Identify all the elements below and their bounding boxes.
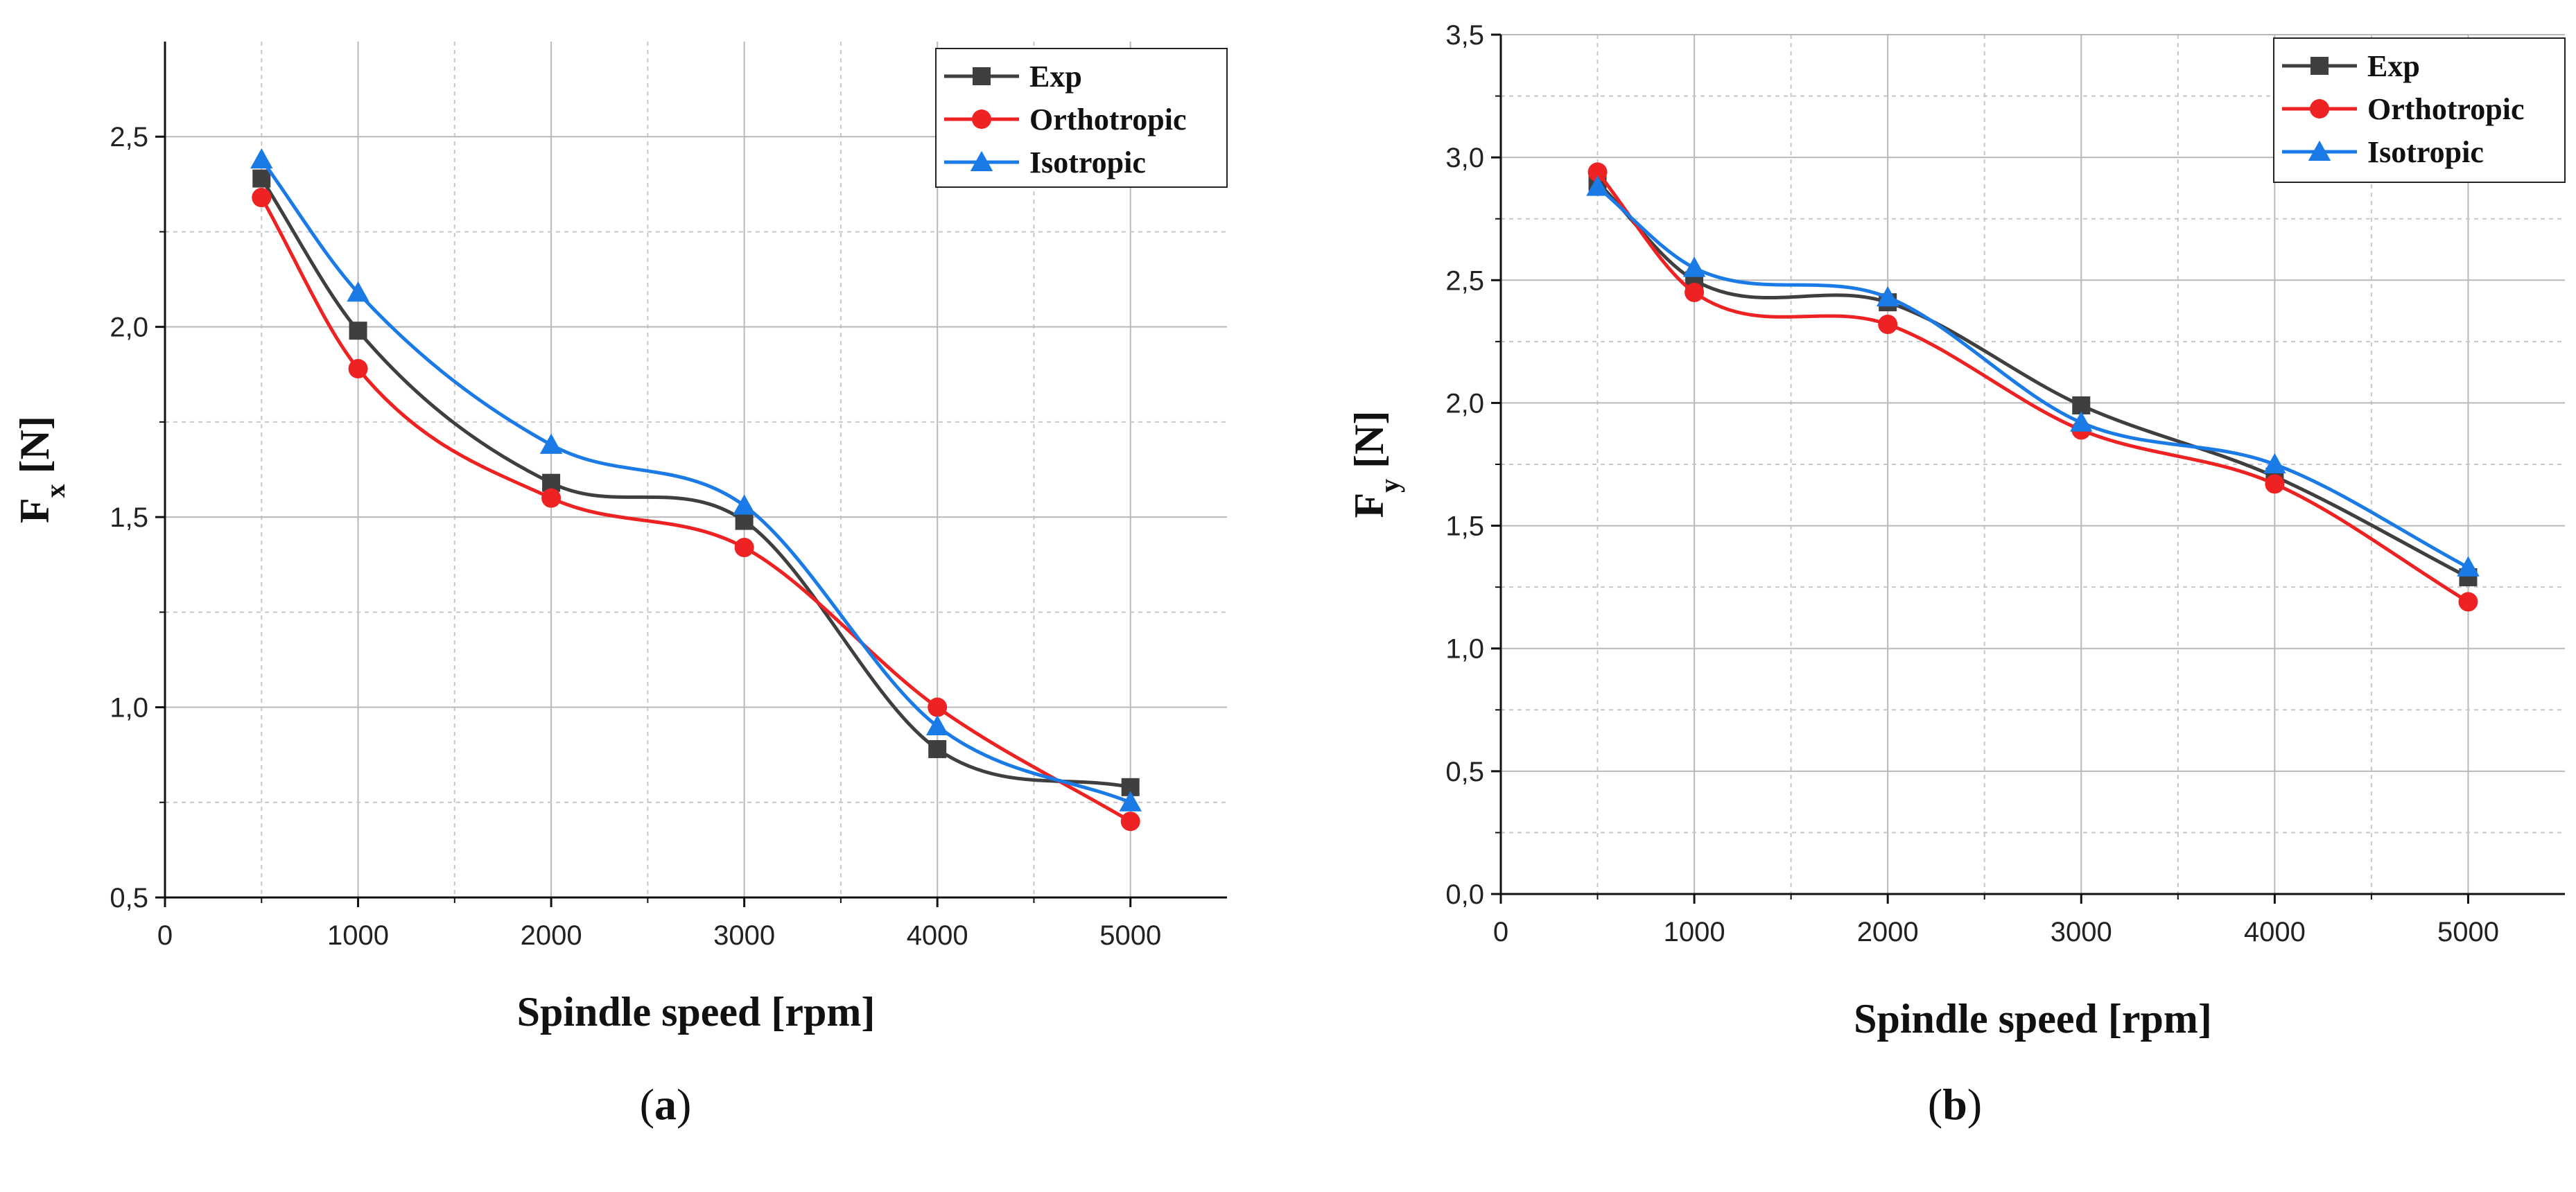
x-tick-label: 0: [1493, 917, 1508, 947]
data-point-exp: [928, 739, 947, 758]
data-point-isotropic: [539, 433, 563, 454]
legend: Exp Orthotropic Isotropic: [2273, 37, 2566, 183]
x-tick-label: 1000: [1664, 917, 1725, 947]
x-tick-label: 1000: [327, 920, 389, 951]
y-tick-label: 2,5: [1445, 265, 1484, 296]
x-tick-label: 4000: [907, 920, 968, 951]
data-point-isotropic: [1876, 286, 1899, 307]
data-point-orthotropic: [2458, 592, 2478, 612]
y-tick-label: 0,0: [1445, 879, 1484, 910]
data-point-isotropic: [733, 494, 756, 515]
data-point-orthotropic: [928, 697, 948, 717]
x-tick-label: 5000: [2437, 917, 2499, 947]
legend-label-exp: Exp: [1029, 60, 1082, 94]
data-point-isotropic: [2457, 556, 2480, 577]
data-point-orthotropic: [1685, 283, 1705, 302]
y-tick-label: 1,0: [110, 693, 148, 724]
legend-marker-orthotropic: [972, 109, 991, 129]
data-point-orthotropic: [1587, 162, 1608, 182]
y-tick-label: 0,5: [1445, 757, 1484, 787]
legend: Exp Orthotropic Isotropic: [935, 48, 1228, 188]
series-line-isotropic: [260, 158, 1131, 805]
y-tick-label: 1,5: [1445, 511, 1484, 542]
data-point-orthotropic: [1120, 812, 1140, 832]
x-tick-label: 5000: [1099, 920, 1161, 951]
data-point-exp: [349, 322, 367, 340]
data-point-isotropic: [347, 281, 369, 302]
data-point-orthotropic: [541, 488, 562, 508]
legend-label-exp: Exp: [2367, 49, 2420, 83]
data-point-orthotropic: [348, 359, 368, 379]
data-point-isotropic: [925, 715, 949, 735]
data-point-isotropic: [2263, 453, 2286, 473]
data-point-orthotropic: [1878, 315, 1898, 335]
x-axis-title: Spindle speed [rpm]: [517, 989, 876, 1035]
legend-marker-orthotropic: [2310, 99, 2329, 119]
legend-label-orthotropic: Orthotropic: [1029, 103, 1187, 137]
legend-label-isotropic: Isotropic: [1029, 146, 1146, 179]
y-tick-label: 2,0: [1445, 388, 1484, 419]
legend-label-orthotropic: Orthotropic: [2367, 92, 2525, 126]
chart-panel-b: 0 1000 2000 3000 4000 5000 0,0 0,5 1,0 1,5 2,0 2,5 3…: [1346, 20, 2566, 1129]
data-point-isotropic: [1682, 256, 1706, 277]
x-tick-label: 3000: [2051, 917, 2112, 947]
data-point-isotropic: [1119, 791, 1142, 812]
data-point-orthotropic: [252, 188, 272, 208]
y-tick-label: 3,5: [1445, 20, 1484, 51]
y-tick-label: 1,0: [1445, 634, 1484, 665]
legend-label-isotropic: Isotropic: [2367, 135, 2484, 169]
data-point-orthotropic: [734, 538, 754, 558]
y-tick-label: 0,5: [110, 883, 148, 913]
y-axis-title: Fx [N]: [12, 416, 71, 523]
y-tick-label: 2,5: [110, 122, 148, 152]
series-line-orthotropic: [260, 196, 1131, 823]
data-point-isotropic: [250, 148, 273, 169]
y-axis-title: Fy [N]: [1346, 411, 1405, 518]
x-tick-label: 4000: [2244, 917, 2306, 947]
x-tick-label: 2000: [1857, 917, 1919, 947]
data-point-exp: [252, 169, 271, 188]
legend-marker-isotropic: [2308, 140, 2331, 161]
x-tick-label: 3000: [713, 920, 775, 951]
chart-panel-a: 0 1000 2000 3000 4000 5000 0,5 1,0 1,5 2,0 2,5 Exp O…: [12, 42, 1228, 1129]
series-line-orthotropic: [1596, 170, 2469, 604]
series-line-isotropic: [1596, 185, 2469, 570]
x-axis-title: Spindle speed [rpm]: [1854, 996, 2212, 1042]
x-tick-label: 0: [157, 920, 173, 951]
data-point-exp: [735, 511, 754, 530]
y-tick-label: 2,0: [110, 313, 148, 343]
y-tick-label: 1,5: [110, 502, 148, 533]
data-point-isotropic: [2070, 411, 2093, 432]
x-tick-label: 2000: [521, 920, 582, 951]
legend-marker-exp: [973, 67, 991, 85]
panel-caption: (a): [640, 1080, 692, 1129]
y-tick-label: 3,0: [1445, 143, 1484, 173]
panel-caption: (b): [1928, 1080, 1982, 1129]
data-point-orthotropic: [2265, 474, 2285, 494]
legend-marker-exp: [2310, 57, 2329, 75]
legend-marker-isotropic: [970, 150, 993, 171]
data-point-isotropic: [1586, 175, 1609, 196]
